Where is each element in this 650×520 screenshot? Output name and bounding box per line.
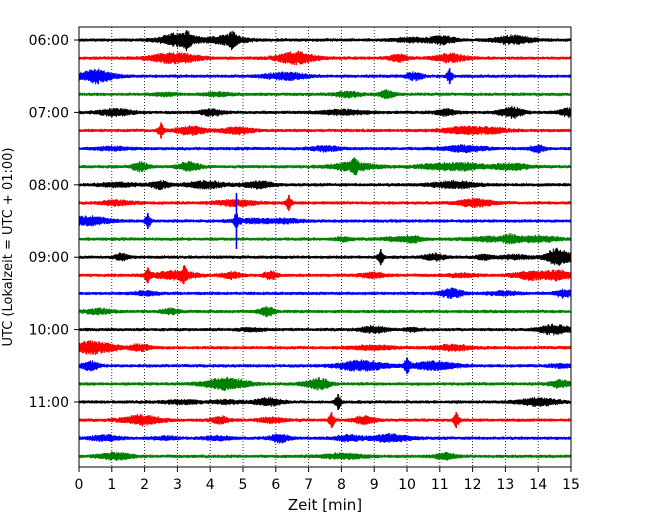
trace-0615	[78, 50, 572, 66]
trace-0845	[78, 233, 572, 245]
trace-1130	[78, 433, 572, 444]
y-tick-label: 08:00	[29, 178, 69, 194]
x-tick-label: 1	[107, 477, 116, 493]
trace-0915	[78, 265, 572, 285]
y-tick-label: 11:00	[29, 395, 69, 411]
x-axis-label: Zeit [min]	[288, 496, 362, 514]
trace-0800	[78, 179, 572, 191]
trace-0830	[78, 213, 572, 229]
x-tick-label: 4	[206, 477, 215, 493]
y-tick-label: 09:00	[29, 250, 69, 266]
trace-1100	[78, 396, 572, 409]
x-tick-label: 8	[337, 477, 346, 493]
trace-0815	[78, 195, 572, 210]
x-tick-label: 15	[562, 477, 580, 493]
trace-0645	[78, 89, 572, 100]
trace-0945	[78, 305, 572, 318]
y-tick-label: 06:00	[29, 33, 69, 49]
trace-1045	[78, 376, 572, 392]
x-tick-label: 5	[239, 477, 248, 493]
seismic-traces	[78, 29, 572, 462]
x-tick-label: 9	[370, 477, 379, 493]
x-axis: 0 1 2 3 4 5 6 7 8 9 10 11 12 13 14 15	[75, 467, 580, 493]
x-tick-label: 2	[140, 477, 149, 493]
x-tick-label: 14	[529, 477, 547, 493]
x-tick-label: 10	[398, 477, 416, 493]
x-tick-label: 0	[75, 477, 84, 493]
trace-0930	[78, 287, 572, 300]
x-tick-label: 12	[464, 477, 482, 493]
trace-1145	[78, 451, 572, 462]
trace-1030	[78, 357, 572, 375]
trace-1015	[78, 340, 572, 356]
x-tick-label: 3	[173, 477, 182, 493]
plot-area	[79, 27, 571, 467]
x-tick-label: 11	[431, 477, 449, 493]
y-tick-label: 10:00	[29, 323, 69, 339]
trace-0700	[78, 105, 572, 120]
trace-1000	[78, 323, 572, 336]
trace-1115	[78, 413, 572, 428]
trace-0630	[78, 68, 572, 85]
grid-lines	[111, 27, 539, 467]
y-tick-label: 07:00	[29, 105, 69, 121]
plot-frame	[78, 26, 572, 468]
x-tick-label: 6	[271, 477, 280, 493]
trace-0900	[78, 247, 572, 267]
x-tick-label: 13	[496, 477, 514, 493]
x-tick-label: 7	[304, 477, 313, 493]
y-axis: 06:00 07:00 08:00 09:00 10:00 11:00	[29, 33, 79, 411]
trace-0730	[78, 144, 572, 154]
y-axis-label: UTC (Lokalzeit = UTC + 01:00)	[1, 148, 16, 347]
trace-0600	[78, 29, 572, 52]
trace-0745	[78, 157, 572, 176]
